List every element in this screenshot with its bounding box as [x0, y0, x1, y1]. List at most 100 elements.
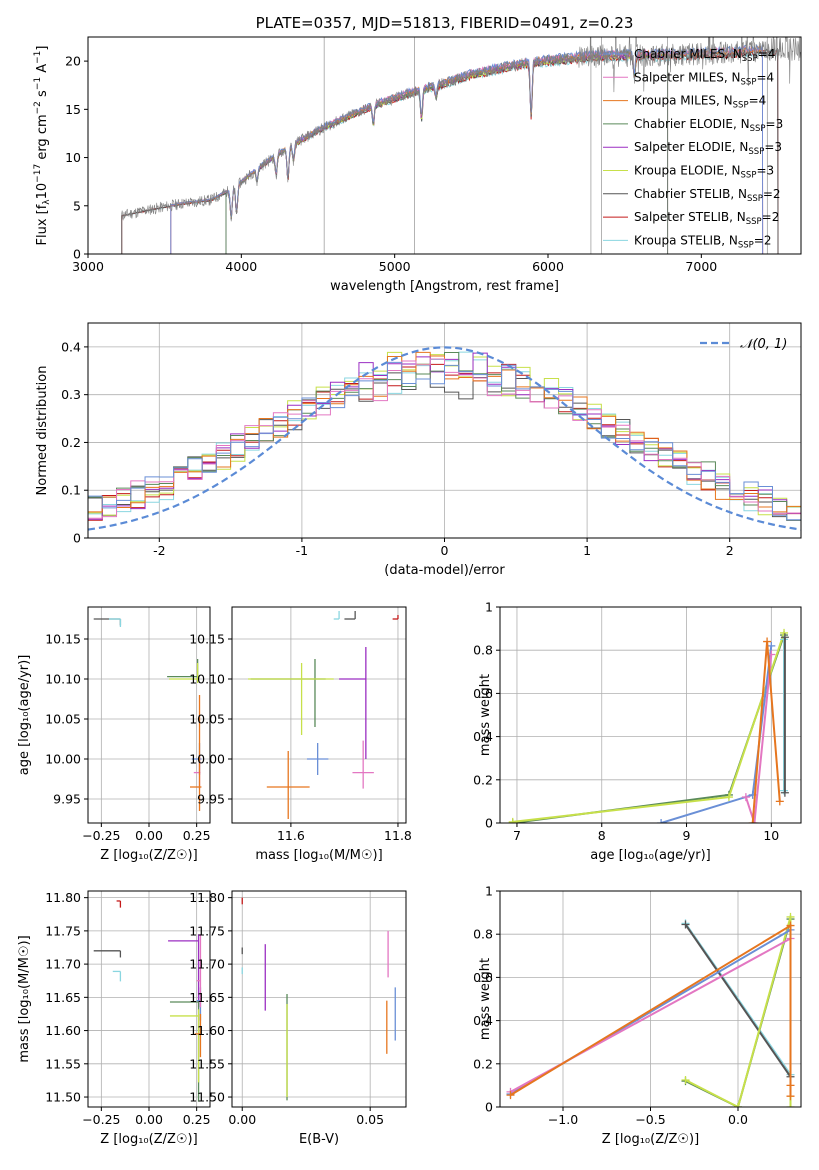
- legend-label: Salpeter ELODIE, NSSP=3: [634, 140, 782, 157]
- y-tick-label: 11.55: [189, 1056, 225, 1071]
- axes: −0.25 0.00 0.25 11.50 11.55 11.60 11.65 11.70 11…: [17, 890, 211, 1147]
- y-tick-label: 11.60: [189, 1023, 225, 1038]
- x-tick-label: 1: [583, 543, 591, 558]
- axes: 11.6 11.8 9.95 10.00 10.05 10.10 10.15 mass [lo…: [189, 606, 412, 863]
- legend-label-main: Salpeter ELODIE, N: [634, 140, 748, 154]
- y-axis-label-part: −1: [33, 51, 43, 64]
- y-tick-label: 0: [73, 531, 81, 546]
- x-tick-label: 0.25: [183, 1112, 211, 1127]
- y-axis-label: mass [log₁₀(M/M☉)]: [17, 935, 32, 1062]
- y-axis-label-part: −17: [33, 164, 43, 183]
- errorbar-point: [333, 611, 340, 620]
- chart-title: PLATE=0357, MJD=51813, FIBERID=0491, z=0…: [256, 14, 634, 32]
- axes: -2 -1 0 1 2 0 0.1 0.2 0.3 0.4 (data-model)/error No…: [35, 322, 802, 578]
- y-tick-label: 11.50: [189, 1090, 225, 1105]
- x-tick-label: 10: [763, 828, 779, 843]
- legend-label-sub: SSP: [750, 124, 766, 134]
- y-tick-label: 0.3: [61, 387, 81, 402]
- legend-label: Kroupa MILES, NSSP=4: [634, 94, 766, 111]
- histogram-chabrier-miles: [88, 361, 801, 521]
- errorbar-point: [169, 663, 199, 683]
- x-tick-label: -2: [153, 543, 165, 558]
- y-tick-label: 11.60: [45, 1023, 81, 1038]
- errorbar-point: [196, 934, 202, 1008]
- weight-marker: [724, 793, 733, 802]
- x-axis-label: mass [log₁₀(M/M☉)]: [255, 848, 382, 863]
- errorbar-point: [266, 751, 310, 819]
- axes-frame: [231, 606, 407, 824]
- legend-label-tail: =2: [763, 187, 781, 201]
- legend-label-sub: SSP: [747, 194, 763, 204]
- y-axis-label-part: −2: [33, 101, 43, 114]
- y-tick-label: 10.05: [189, 712, 225, 727]
- x-tick-label: 11.8: [384, 828, 412, 843]
- x-tick-label: 8: [598, 828, 606, 843]
- x-axis-label: (data-model)/error: [384, 563, 505, 578]
- x-axis-label: Z [log₁₀(Z/Z☉)]: [100, 1132, 197, 1147]
- errorbar-point: [306, 743, 329, 775]
- y-tick-label: 11.50: [45, 1090, 81, 1105]
- errorbar-point: [116, 900, 122, 908]
- errorbar-point: [169, 1009, 200, 1083]
- y-tick-label: 11.55: [45, 1056, 81, 1071]
- plot-area: [508, 628, 789, 823]
- weight-marker: [750, 819, 759, 823]
- plot-area: [248, 611, 399, 819]
- mass-weight-vs-age-panel: 7 8 9 10 0 0.2 0.4 0.6 0.8 1 age [log₁₀(age/yr)] ma…: [473, 600, 802, 863]
- weight-marker: [763, 637, 772, 646]
- y-axis-label-part: λ: [42, 199, 52, 205]
- x-tick-label: 0.00: [135, 1112, 163, 1127]
- weight-marker: [657, 819, 666, 823]
- y-tick-label: 15: [65, 102, 81, 117]
- legend-label: Chabrier ELODIE, NSSP=3: [634, 117, 783, 134]
- spectrum-panel: 3000 4000 5000 6000 7000 0 5 10 15 20 wavelength […: [33, 14, 802, 294]
- weight-marker: [786, 1081, 795, 1090]
- y-tick-label: 0.2: [61, 435, 81, 450]
- age-vs-mass-panel: 11.6 11.8 9.95 10.00 10.05 10.10 10.15 mass [lo…: [189, 606, 412, 863]
- y-axis-label-part: A: [35, 64, 50, 77]
- legend-label-sub: SSP: [733, 101, 749, 111]
- y-tick-label: 11.65: [189, 990, 225, 1005]
- y-tick-label: 10.10: [189, 672, 225, 687]
- y-tick-label: 0: [73, 247, 81, 262]
- legend-label-tail: =3: [756, 164, 774, 178]
- y-tick-label: 9.95: [53, 792, 81, 807]
- weight-marker: [767, 641, 776, 650]
- legend-label: Chabrier STELIB, NSSP=2: [634, 187, 781, 204]
- y-axis-label-part: s: [35, 90, 50, 101]
- grid: [88, 607, 210, 823]
- legend-label-main: Chabrier ELODIE, N: [634, 117, 750, 131]
- legend-label-tail: =4: [749, 94, 767, 108]
- plot-area: [121, 37, 801, 254]
- errorbar-point: [339, 647, 367, 759]
- weight-line-chabrier-stelib: [684, 923, 792, 1078]
- x-tick-label: 0.25: [183, 828, 211, 843]
- y-axis-label-part: erg cm: [35, 114, 50, 163]
- y-tick-label: 10.00: [45, 752, 81, 767]
- errorbar-point: [392, 615, 399, 620]
- histogram-chabrier-stelib: [88, 363, 801, 521]
- legend-label-main: Chabrier MILES, N: [634, 47, 742, 61]
- weight-marker: [506, 1091, 515, 1100]
- x-axis-label: age [log₁₀(age/yr)]: [590, 848, 711, 863]
- legend-label-tail: =2: [762, 210, 780, 224]
- legend-label-main: Kroupa MILES, N: [634, 94, 733, 108]
- y-tick-label: 1: [485, 600, 493, 615]
- errorbar-point: [189, 695, 202, 811]
- plot-area: [506, 912, 795, 1107]
- y-tick-label: 0.8: [473, 643, 493, 658]
- grid: [232, 891, 406, 1107]
- legend-label-sub: SSP: [742, 54, 758, 64]
- y-tick-label: 9.95: [197, 792, 225, 807]
- x-tick-label: 5000: [379, 259, 411, 274]
- x-tick-label: 2: [726, 543, 734, 558]
- weight-marker: [681, 920, 690, 929]
- y-axis-label: age [log₁₀(age/yr)]: [17, 655, 32, 776]
- legend-label-tail: =4: [758, 47, 776, 61]
- x-tick-label: −0.5: [635, 1112, 665, 1127]
- mass-vs-ebv-panel: 0.00 0.05 11.50 11.55 11.60 11.65 11.70 11.75 11…: [189, 890, 407, 1147]
- legend-label-main: Chabrier STELIB, N: [634, 187, 747, 201]
- x-tick-label: 9: [683, 828, 691, 843]
- y-tick-label: 10.00: [189, 752, 225, 767]
- errorbar-point: [168, 934, 200, 1008]
